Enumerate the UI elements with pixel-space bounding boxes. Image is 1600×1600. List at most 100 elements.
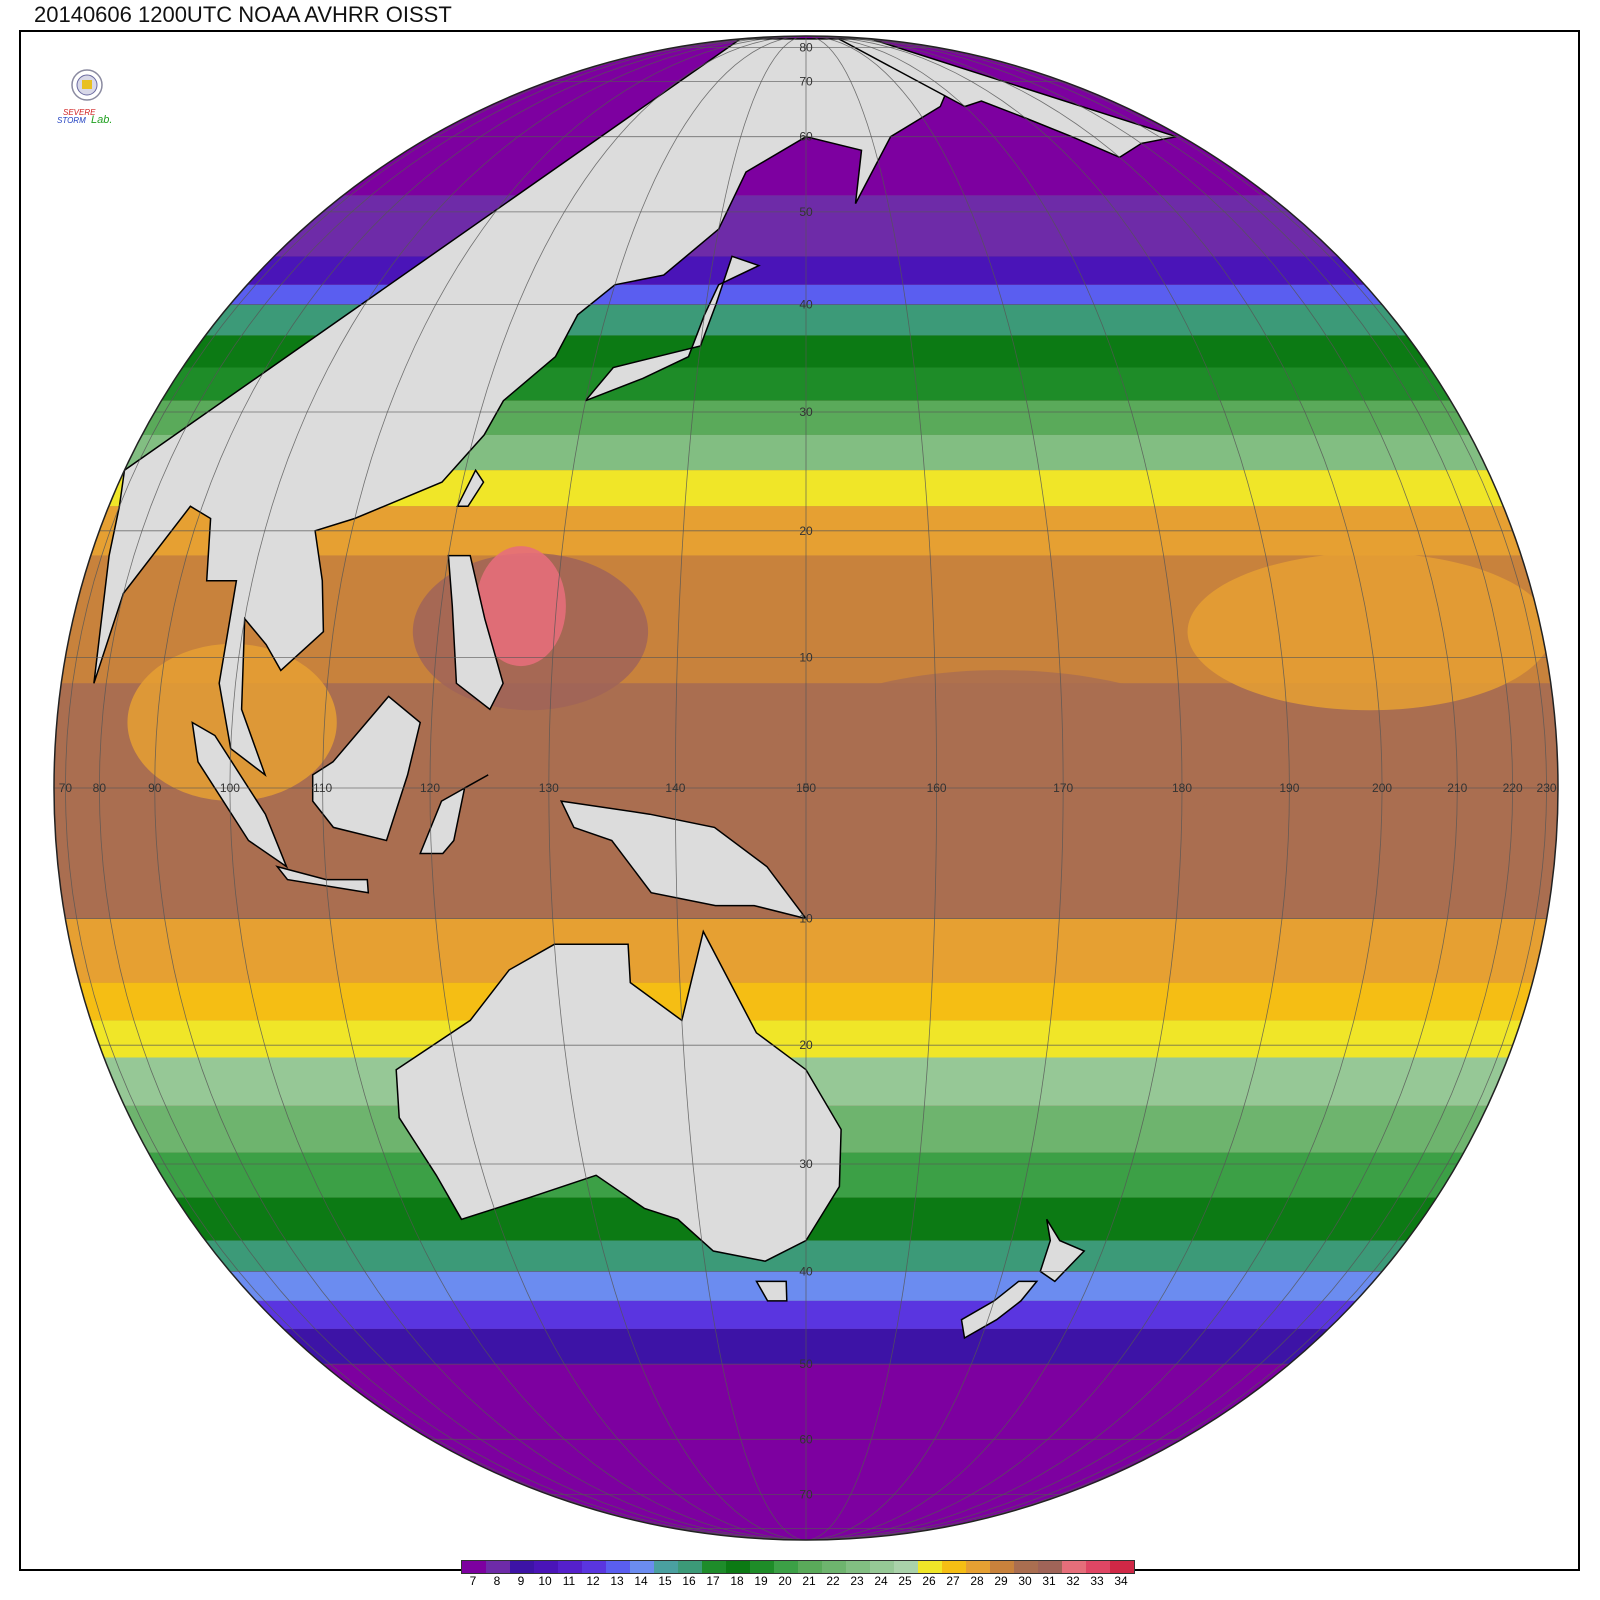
colorbar-swatch xyxy=(678,1561,702,1573)
latitude-label: 70 xyxy=(799,74,813,88)
colorbar-swatch xyxy=(750,1561,774,1573)
latitude-label: 10 xyxy=(799,912,813,926)
colorbar-tick-label: 8 xyxy=(493,1574,501,1588)
longitude-label: 220 xyxy=(1503,781,1523,795)
colorbar-tick-label: 31 xyxy=(1042,1574,1056,1588)
sst-anomaly xyxy=(768,670,1233,854)
latitude-label: 30 xyxy=(799,405,813,419)
longitude-label: 70 xyxy=(59,781,73,795)
colorbar-tick-label: 32 xyxy=(1066,1574,1080,1588)
colorbar-swatch xyxy=(702,1561,726,1573)
colorbar-swatch xyxy=(1062,1561,1086,1573)
colorbar-swatch xyxy=(630,1561,654,1573)
colorbar-tick-label: 16 xyxy=(682,1574,696,1588)
land-masses xyxy=(93,38,1177,1340)
latitude-label: 40 xyxy=(799,298,813,312)
latitude-label: 10 xyxy=(799,650,813,664)
latitude-label: 60 xyxy=(799,130,813,144)
land-new-zealand-south xyxy=(960,1280,1039,1340)
longitude-label: 190 xyxy=(1279,781,1299,795)
colorbar-swatch xyxy=(726,1561,750,1573)
sst-band xyxy=(54,256,1558,285)
colorbar-tick-label: 34 xyxy=(1114,1574,1128,1588)
colorbar-tick-label: 28 xyxy=(970,1574,984,1588)
land-sumatra xyxy=(191,721,289,869)
longitude-label: 180 xyxy=(1172,781,1192,795)
sst-band xyxy=(54,1364,1558,1540)
lab-logo: SEVERE STORM Lab. xyxy=(57,69,112,126)
colorbar-swatch xyxy=(1086,1561,1110,1573)
latitude-label: 50 xyxy=(799,1357,813,1371)
land-japan xyxy=(584,255,761,402)
colorbar-swatch xyxy=(654,1561,678,1573)
longitude-label: 110 xyxy=(313,781,332,795)
colorbar-tick-label: 11 xyxy=(562,1574,576,1588)
colorbar-tick-label: 17 xyxy=(706,1574,720,1588)
colorbar xyxy=(461,1560,1135,1574)
colorbar-tick-label: 7 xyxy=(469,1574,477,1588)
logo-lab-text: Lab. xyxy=(91,114,112,126)
colorbar-tick-label: 18 xyxy=(730,1574,744,1588)
colorbar-tick-label: 22 xyxy=(826,1574,840,1588)
logo-storm-text: STORM xyxy=(57,116,86,125)
colorbar-swatch xyxy=(870,1561,894,1573)
land-new-zealand-north xyxy=(1039,1218,1086,1283)
graticule xyxy=(54,36,1558,1540)
graticule-labels: 70 80 90 100 110 120 130 140 150 160 170 180 190 200 2… xyxy=(59,40,1557,1501)
longitude-label: 210 xyxy=(1447,781,1467,795)
longitude-label: 230 xyxy=(1537,781,1557,795)
colorbar-swatch xyxy=(774,1561,798,1573)
latitude-label: 40 xyxy=(799,1264,813,1278)
land-asia xyxy=(93,38,948,778)
colorbar-swatch xyxy=(558,1561,582,1573)
colorbar-tick-label: 12 xyxy=(586,1574,600,1588)
sst-band xyxy=(54,982,1558,1021)
longitude-label: 140 xyxy=(665,781,685,795)
colorbar-swatch xyxy=(582,1561,606,1573)
colorbar-tick-label: 19 xyxy=(754,1574,768,1588)
colorbar-tick-label: 9 xyxy=(517,1574,525,1588)
longitude-label: 90 xyxy=(148,781,162,795)
longitude-label: 200 xyxy=(1372,781,1392,795)
map-title: 20140606 1200UTC NOAA AVHRR OISST xyxy=(34,2,452,27)
colorbar-tick-label: 24 xyxy=(874,1574,888,1588)
colorbar-tick-label: 29 xyxy=(994,1574,1008,1588)
colorbar-swatch xyxy=(942,1561,966,1573)
colorbar-tick-label: 23 xyxy=(850,1574,864,1588)
latitude-label: 30 xyxy=(799,1157,813,1171)
colorbar-labels: 7 8 9 10 11 12 13 14 15 16 17 18 19 20 21 22 23 24 25 26 27 2… xyxy=(461,1574,1181,1590)
land-australia xyxy=(395,929,842,1262)
sst-band xyxy=(54,1300,1558,1329)
colorbar-swatch xyxy=(990,1561,1014,1573)
latitude-label: 60 xyxy=(799,1432,813,1446)
colorbar-swatch xyxy=(918,1561,942,1573)
colorbar-swatch xyxy=(798,1561,822,1573)
longitude-label: 120 xyxy=(420,781,440,795)
colorbar-swatch xyxy=(534,1561,558,1573)
colorbar-tick-label: 14 xyxy=(634,1574,648,1588)
land-philippines xyxy=(447,554,504,711)
longitude-label: 150 xyxy=(796,781,816,795)
colorbar-tick-label: 10 xyxy=(538,1574,552,1588)
colorbar-swatch xyxy=(1014,1561,1038,1573)
colorbar-swatch xyxy=(462,1561,486,1573)
longitude-label: 100 xyxy=(220,781,240,795)
colorbar-tick-label: 26 xyxy=(922,1574,936,1588)
logo-severe-text: SEVERE xyxy=(63,108,96,117)
colorbar-tick-label: 25 xyxy=(898,1574,912,1588)
colorbar-swatch xyxy=(606,1561,630,1573)
land-taiwan xyxy=(456,468,485,508)
latitude-label: 80 xyxy=(799,40,813,54)
land-new-guinea xyxy=(559,800,808,920)
sst-band xyxy=(54,918,1558,983)
longitude-label: 80 xyxy=(93,781,107,795)
land-borneo xyxy=(311,695,422,842)
colorbar-swatch xyxy=(1038,1561,1062,1573)
colorbar-swatch xyxy=(894,1561,918,1573)
colorbar-tick-label: 20 xyxy=(778,1574,792,1588)
colorbar-tick-label: 33 xyxy=(1090,1574,1104,1588)
longitude-label: 160 xyxy=(927,781,947,795)
latitude-label: 20 xyxy=(799,1038,813,1052)
sst-band xyxy=(54,335,1558,368)
colorbar-swatch xyxy=(846,1561,870,1573)
